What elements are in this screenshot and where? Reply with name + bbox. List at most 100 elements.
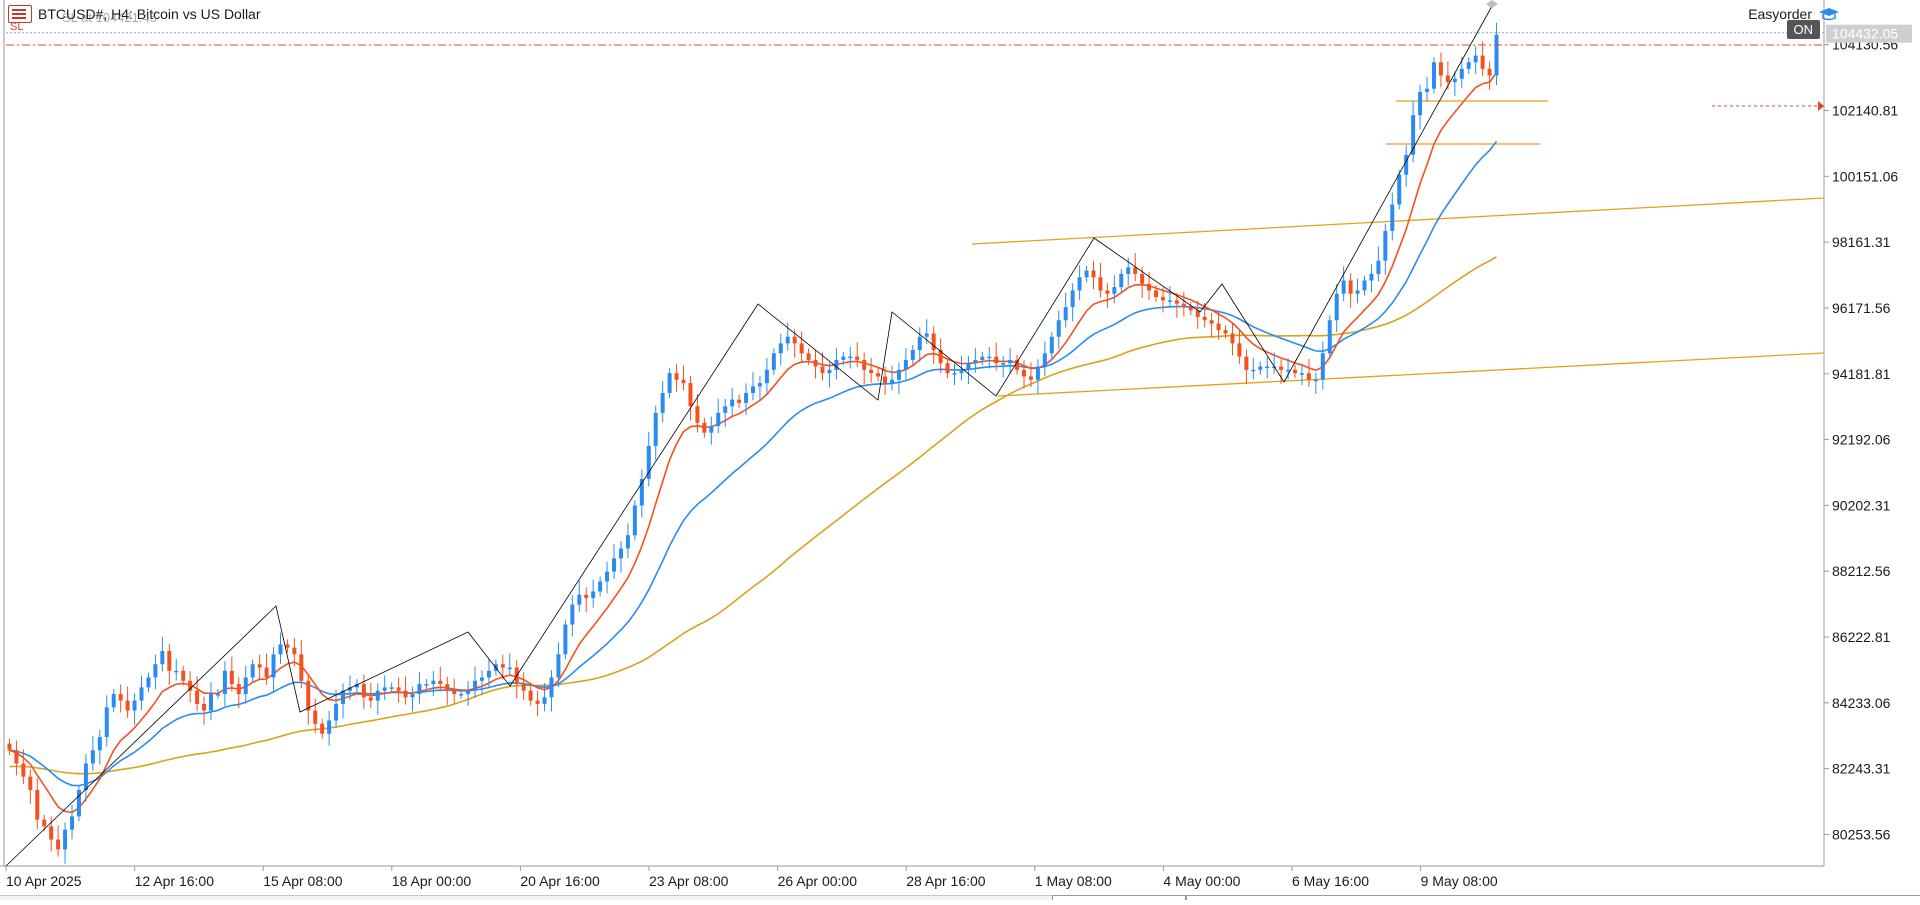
- candle-body: [1070, 290, 1075, 307]
- candle-body: [1015, 359, 1020, 370]
- candle: [42, 814, 47, 832]
- candle: [341, 683, 346, 719]
- candle-body: [111, 694, 116, 708]
- candle-body: [1320, 353, 1325, 380]
- candle-body: [1084, 270, 1089, 278]
- candle-body: [181, 670, 186, 681]
- candle: [1452, 71, 1457, 97]
- candle: [1397, 169, 1402, 210]
- chart-window-icon[interactable]: [8, 5, 32, 23]
- easyorder-on-toggle[interactable]: ON: [1786, 20, 1820, 39]
- candle-body: [132, 700, 137, 711]
- candle: [785, 322, 790, 351]
- candle: [1376, 246, 1381, 282]
- candle-body: [97, 737, 102, 751]
- candle: [1091, 261, 1096, 290]
- candle-body: [757, 383, 762, 387]
- candle: [486, 658, 491, 688]
- candle: [1202, 302, 1207, 328]
- candle-body: [271, 654, 276, 678]
- candle: [299, 640, 304, 689]
- candle-body: [570, 604, 575, 625]
- candle: [896, 362, 901, 394]
- candle: [375, 683, 380, 715]
- candle-body: [320, 723, 325, 734]
- chart-tab-1[interactable]: [1052, 895, 1186, 900]
- candle-body: [76, 789, 81, 817]
- candle: [396, 677, 401, 703]
- candle: [1209, 312, 1214, 338]
- candle-body: [368, 697, 373, 701]
- candle: [570, 595, 575, 637]
- candle: [834, 348, 839, 380]
- candle: [883, 366, 888, 395]
- candle-body: [1411, 115, 1416, 155]
- candle-body: [1223, 330, 1228, 334]
- candle: [1265, 356, 1270, 379]
- candle-body: [375, 690, 380, 701]
- candle-body: [278, 644, 283, 655]
- candle: [90, 736, 95, 771]
- candle: [382, 675, 387, 701]
- candle: [167, 643, 172, 686]
- candle-body: [452, 690, 457, 694]
- chart-tab-2[interactable]: [1186, 895, 1920, 900]
- candle-body: [1452, 78, 1457, 83]
- candle: [188, 671, 193, 703]
- candle-body: [1063, 307, 1068, 321]
- candle: [236, 676, 241, 709]
- candle-body: [1202, 316, 1207, 321]
- candle-body: [327, 720, 332, 734]
- candle: [1049, 331, 1054, 359]
- candle: [869, 357, 874, 383]
- candle: [21, 749, 26, 784]
- candle: [500, 654, 505, 680]
- candle: [271, 647, 276, 692]
- candle: [1098, 263, 1103, 298]
- candle-body: [1258, 366, 1263, 370]
- time-label: 23 Apr 08:00: [649, 873, 729, 889]
- candle-body: [195, 690, 200, 704]
- candle-body: [1126, 267, 1131, 274]
- candle-body: [63, 829, 68, 850]
- candle-body: [584, 594, 589, 599]
- candle-body: [618, 548, 623, 559]
- candle: [1105, 283, 1110, 308]
- candle-body: [1174, 300, 1179, 304]
- candle-body: [1160, 297, 1165, 301]
- candle: [1112, 275, 1117, 304]
- candle: [118, 684, 123, 713]
- candle: [97, 729, 102, 765]
- candle: [1286, 357, 1291, 380]
- candle: [389, 682, 394, 693]
- candle-body: [1279, 366, 1284, 370]
- candle: [792, 329, 797, 358]
- candle-body: [486, 670, 491, 678]
- graduation-cap-icon[interactable]: [1818, 6, 1840, 22]
- candle: [473, 666, 478, 698]
- candle-body: [1042, 353, 1047, 367]
- candle-body: [632, 505, 637, 536]
- candle: [1042, 341, 1047, 377]
- candle: [528, 685, 533, 706]
- zigzag-line: [5, 5, 1493, 867]
- candle: [334, 689, 339, 728]
- candle-body: [1431, 62, 1436, 89]
- candle: [1355, 278, 1360, 304]
- candle: [1035, 359, 1040, 394]
- candle: [1438, 52, 1443, 88]
- candle-body: [556, 654, 561, 678]
- candle: [521, 672, 526, 701]
- candle: [1445, 61, 1450, 90]
- candle: [1313, 372, 1318, 394]
- candle: [320, 718, 325, 739]
- candle-body: [751, 386, 755, 393]
- candle-body: [737, 399, 742, 403]
- candle-body: [1362, 280, 1367, 291]
- candle-body: [723, 406, 728, 413]
- easyorder-panel[interactable]: Easyorder: [1748, 4, 1840, 24]
- candles-layer: [7, 22, 1499, 864]
